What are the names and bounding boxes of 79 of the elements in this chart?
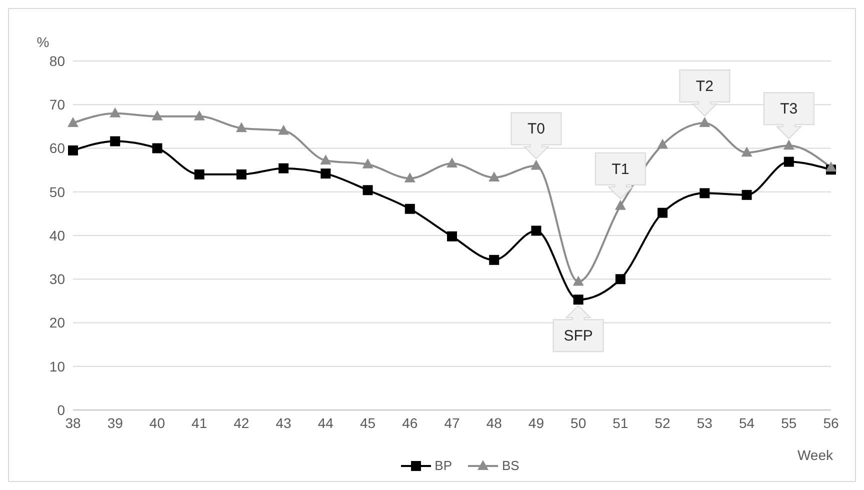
point <box>783 140 794 150</box>
point <box>572 276 584 286</box>
x-tick-label: 43 <box>276 414 292 431</box>
annotation: SFP <box>564 328 593 345</box>
y-axis-title: % <box>36 34 50 50</box>
point <box>278 163 289 174</box>
x-tick-label: 53 <box>696 414 713 431</box>
x-axis-title: Week <box>797 447 834 463</box>
point <box>404 204 415 214</box>
x-tick-label: 54 <box>738 414 755 431</box>
y-tick-label: 20 <box>49 314 66 331</box>
point <box>488 171 500 182</box>
x-tick-label: 48 <box>486 414 502 431</box>
annotation: T3 <box>780 100 798 118</box>
point <box>489 254 500 265</box>
point <box>699 116 710 127</box>
y-tick-label: 80 <box>49 52 66 69</box>
x-tick-label: 38 <box>65 414 81 431</box>
point <box>700 188 710 198</box>
x-tick-label: 44 <box>318 414 334 431</box>
point <box>657 138 668 149</box>
point <box>152 143 162 154</box>
y-tick-label: 0 <box>57 402 66 418</box>
point <box>110 107 121 118</box>
y-tick-label: 10 <box>49 358 66 374</box>
point <box>446 158 458 168</box>
point <box>278 124 290 135</box>
point <box>404 172 416 182</box>
point <box>110 136 120 146</box>
callout-arrow: T0 <box>510 112 562 160</box>
point <box>194 169 204 180</box>
callout-arrow: T2 <box>679 69 730 117</box>
y-tick-label: 30 <box>49 271 66 288</box>
callout-arrow: SFP <box>552 304 604 352</box>
y-tick-label: 50 <box>49 184 66 200</box>
x-tick-label: 49 <box>528 414 544 431</box>
point <box>320 154 332 164</box>
x-tick-label: 51 <box>612 414 628 431</box>
point <box>741 146 752 157</box>
x-tick-label: 41 <box>192 414 208 431</box>
legend-label: BS <box>501 458 520 473</box>
point <box>236 122 247 132</box>
y-tick-label: 40 <box>49 227 66 244</box>
point <box>615 274 626 284</box>
point <box>68 145 78 156</box>
point <box>236 169 246 180</box>
x-tick-label: 42 <box>234 414 250 431</box>
point <box>152 110 163 120</box>
x-tick-label: 39 <box>107 414 124 431</box>
callout-arrow: T3 <box>763 92 814 140</box>
point <box>530 160 542 170</box>
legend-label: BP <box>434 458 452 473</box>
callout-arrow: T1 <box>594 152 646 200</box>
point <box>362 158 374 168</box>
point <box>784 156 794 167</box>
x-tick-label: 55 <box>781 414 797 431</box>
x-tick-label: 56 <box>823 414 839 431</box>
x-tick-label: 45 <box>360 414 376 431</box>
point <box>194 110 205 120</box>
point <box>447 231 457 242</box>
y-tick-label: 60 <box>49 140 66 156</box>
point <box>68 116 78 127</box>
point <box>658 208 668 218</box>
y-tick-label: 70 <box>49 96 66 113</box>
annotation: T2 <box>696 78 714 95</box>
point <box>742 190 752 200</box>
x-tick-label: 46 <box>402 414 418 431</box>
x-tick-label: 50 <box>570 414 586 431</box>
point <box>826 161 836 172</box>
annotation: T0 <box>527 120 545 138</box>
point <box>614 200 626 210</box>
point <box>573 294 584 305</box>
x-tick-label: 47 <box>444 414 460 431</box>
point <box>362 185 373 196</box>
x-tick-label: 52 <box>654 414 671 431</box>
annotation: T1 <box>612 160 630 178</box>
x-tick-label: 40 <box>149 414 166 431</box>
point <box>320 168 331 179</box>
point <box>531 226 542 236</box>
